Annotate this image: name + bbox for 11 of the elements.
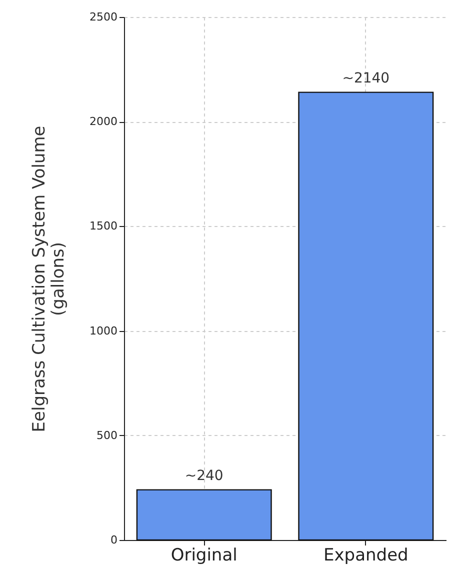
y-tick-label: 2500 xyxy=(90,10,118,24)
y-tick-label: 500 xyxy=(96,428,118,442)
y-tick-label: 1500 xyxy=(90,220,118,233)
x-tick-label: Original xyxy=(170,546,238,566)
y-tick-label: 0 xyxy=(110,534,118,546)
x-tick-label: Expanded xyxy=(323,546,408,566)
data-label: ~2140 xyxy=(342,70,390,86)
data-label: ~240 xyxy=(184,468,224,484)
y-tick-label: 2000 xyxy=(90,115,118,128)
y-tick-label: 1000 xyxy=(90,324,118,338)
y-axis-title: Eelgrass Cultivation System Volume (gallons) xyxy=(30,126,69,432)
